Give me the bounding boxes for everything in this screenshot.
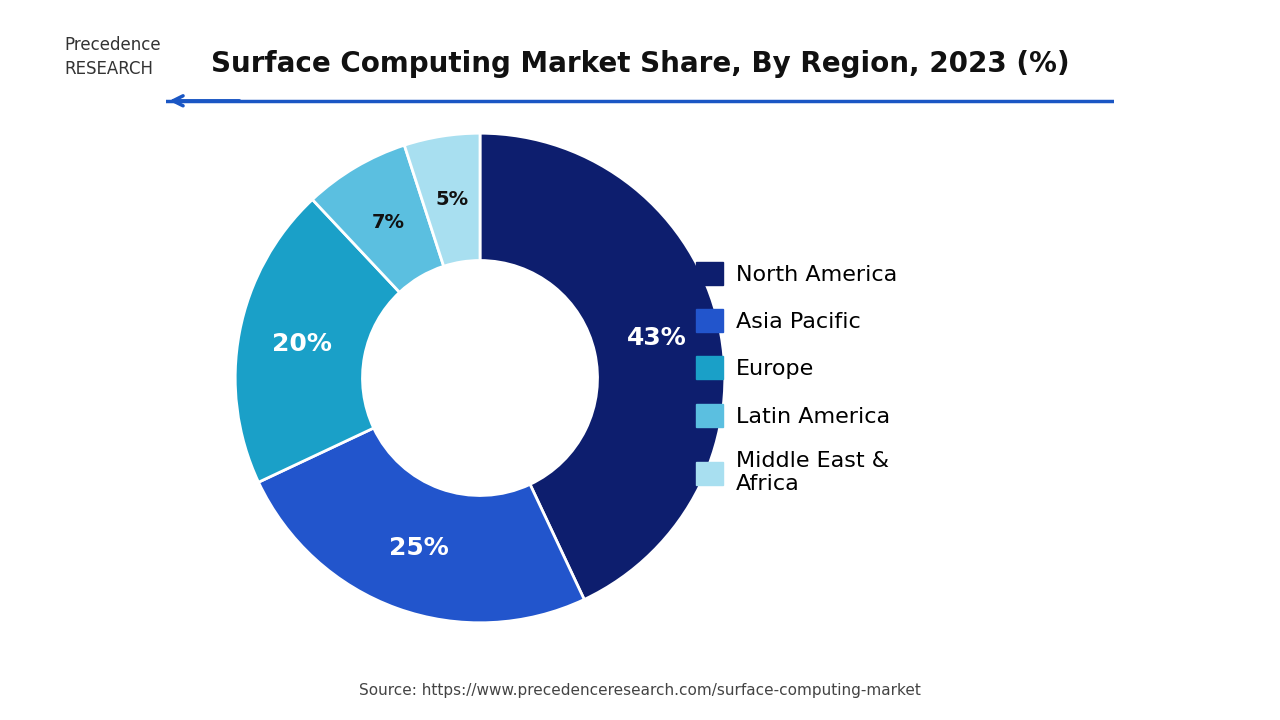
Wedge shape: [404, 133, 480, 266]
Wedge shape: [236, 199, 399, 482]
Text: Surface Computing Market Share, By Region, 2023 (%): Surface Computing Market Share, By Regio…: [211, 50, 1069, 78]
Legend: North America, Asia Pacific, Europe, Latin America, Middle East &
Africa: North America, Asia Pacific, Europe, Lat…: [687, 253, 906, 503]
Wedge shape: [259, 428, 584, 623]
Text: 20%: 20%: [273, 332, 332, 356]
Text: 5%: 5%: [435, 189, 468, 209]
Text: Precedence
RESEARCH: Precedence RESEARCH: [64, 36, 160, 78]
Text: 25%: 25%: [389, 536, 448, 560]
Text: Source: https://www.precedenceresearch.com/surface-computing-market: Source: https://www.precedenceresearch.c…: [360, 683, 920, 698]
Text: 7%: 7%: [371, 212, 404, 232]
Text: 43%: 43%: [627, 326, 686, 351]
Wedge shape: [480, 133, 724, 600]
Wedge shape: [312, 145, 444, 292]
